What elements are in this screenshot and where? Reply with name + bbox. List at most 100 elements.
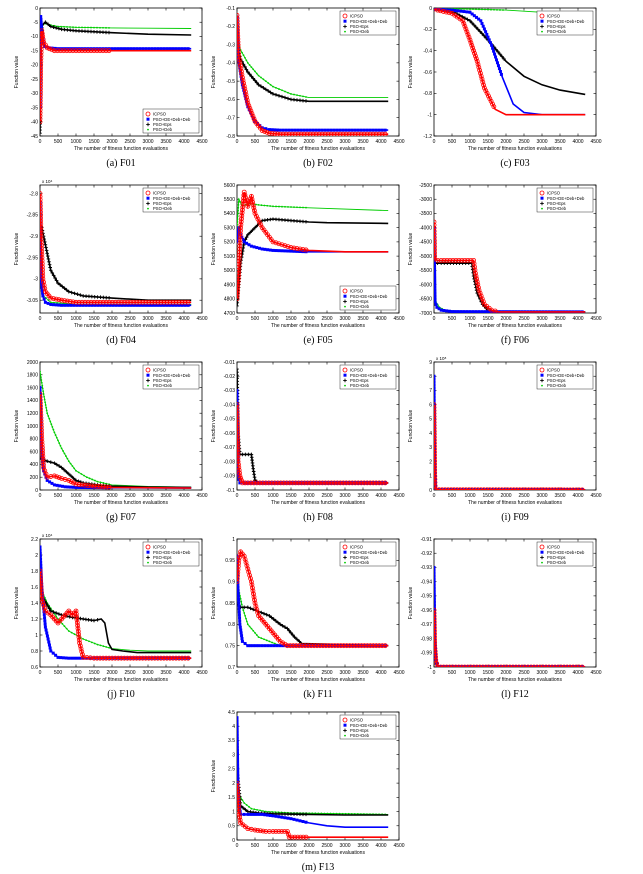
series-marker bbox=[517, 487, 523, 490]
series-marker bbox=[237, 391, 239, 395]
series-marker bbox=[468, 40, 474, 46]
series-marker bbox=[434, 654, 438, 660]
y-tick-label: -0.93 bbox=[421, 565, 433, 571]
series-marker bbox=[434, 377, 436, 381]
series-marker bbox=[245, 241, 249, 245]
legend-entry: PSO+DE+Deb+Deb bbox=[547, 373, 585, 378]
series-marker bbox=[41, 462, 46, 468]
series-marker bbox=[41, 594, 45, 598]
series-marker bbox=[525, 664, 531, 667]
series-marker bbox=[95, 486, 99, 490]
series-marker bbox=[286, 96, 290, 101]
series-marker bbox=[56, 655, 60, 659]
y-tick-label: 5200 bbox=[224, 240, 235, 246]
series-marker bbox=[40, 285, 44, 289]
legend-marker bbox=[145, 190, 151, 196]
series-marker bbox=[40, 381, 43, 384]
series-marker bbox=[256, 808, 259, 811]
series-marker bbox=[100, 484, 106, 490]
series-marker bbox=[522, 664, 528, 667]
series-marker bbox=[502, 9, 504, 11]
series-marker bbox=[40, 62, 44, 68]
series-marker bbox=[258, 222, 264, 228]
series-marker bbox=[373, 480, 379, 486]
series-marker bbox=[244, 235, 249, 239]
series-marker bbox=[475, 282, 481, 287]
series-marker bbox=[250, 228, 255, 232]
series-marker bbox=[434, 241, 437, 246]
series-marker bbox=[510, 664, 516, 667]
y-tick-label: 2.2 bbox=[31, 537, 38, 543]
series-marker bbox=[540, 664, 546, 667]
series-marker bbox=[480, 299, 486, 305]
series-marker bbox=[176, 299, 182, 305]
series-marker bbox=[40, 28, 45, 34]
series-marker bbox=[483, 88, 489, 94]
series-marker bbox=[254, 213, 259, 219]
y-tick-label: -0.96 bbox=[421, 608, 433, 614]
series-marker bbox=[237, 426, 240, 432]
series-marker bbox=[40, 412, 44, 418]
series-marker bbox=[462, 257, 468, 263]
series-marker bbox=[481, 82, 487, 88]
series-marker bbox=[170, 655, 176, 661]
series-markers-pso-de-deb-deb bbox=[237, 716, 308, 824]
series-marker bbox=[40, 17, 43, 21]
series-marker bbox=[282, 829, 287, 834]
series-marker bbox=[454, 487, 460, 490]
series-marker bbox=[96, 26, 98, 29]
series-marker bbox=[241, 189, 247, 195]
series-marker bbox=[76, 482, 82, 487]
series-marker bbox=[477, 310, 481, 313]
x-tick-label: 0 bbox=[39, 493, 42, 499]
series-marker bbox=[528, 664, 534, 667]
series-marker bbox=[434, 219, 437, 225]
y-tick-label: -30 bbox=[31, 91, 38, 97]
series-marker bbox=[380, 128, 384, 132]
y-tick-label: -1 bbox=[428, 112, 433, 118]
series-marker bbox=[461, 21, 467, 26]
y-tick-label: 2 bbox=[35, 553, 38, 559]
series-marker bbox=[472, 267, 478, 273]
series-marker bbox=[155, 655, 161, 661]
series-marker bbox=[113, 47, 117, 51]
series-marker bbox=[480, 31, 484, 36]
series-marker bbox=[434, 628, 437, 634]
series-marker bbox=[40, 424, 44, 430]
series-marker bbox=[241, 83, 247, 89]
series-marker bbox=[40, 577, 43, 583]
series-marker bbox=[179, 655, 185, 661]
legend-entry: PSO+Deb bbox=[153, 127, 173, 132]
series-marker bbox=[248, 108, 254, 114]
series-marker bbox=[237, 215, 239, 218]
series-marker bbox=[49, 268, 53, 273]
series-marker bbox=[82, 299, 88, 305]
series-marker bbox=[242, 556, 248, 562]
series-marker bbox=[159, 47, 163, 51]
series-marker bbox=[40, 71, 44, 77]
series-marker bbox=[284, 829, 290, 834]
series-marker bbox=[237, 237, 243, 243]
x-tick-label: 4500 bbox=[196, 316, 207, 322]
series-marker bbox=[250, 585, 255, 591]
series-marker bbox=[499, 9, 501, 11]
legend-entry: PSO+Eps bbox=[547, 201, 566, 206]
series-marker bbox=[278, 128, 282, 132]
legend-marker bbox=[539, 367, 545, 373]
series-marker bbox=[65, 455, 67, 457]
series-marker bbox=[49, 301, 52, 304]
series-marker bbox=[84, 303, 88, 307]
y-tick-label: 0 bbox=[429, 6, 432, 12]
series-marker bbox=[40, 50, 44, 55]
series-marker bbox=[486, 35, 490, 39]
series-marker bbox=[311, 128, 315, 132]
series-marker bbox=[434, 270, 437, 274]
x-tick-label: 1500 bbox=[482, 493, 493, 499]
series-marker bbox=[438, 8, 443, 14]
legend-entry: PSO+Eps bbox=[153, 555, 172, 560]
series-marker bbox=[308, 128, 312, 132]
series-marker bbox=[264, 87, 268, 92]
series-marker bbox=[379, 480, 385, 486]
series-marker bbox=[376, 131, 382, 136]
